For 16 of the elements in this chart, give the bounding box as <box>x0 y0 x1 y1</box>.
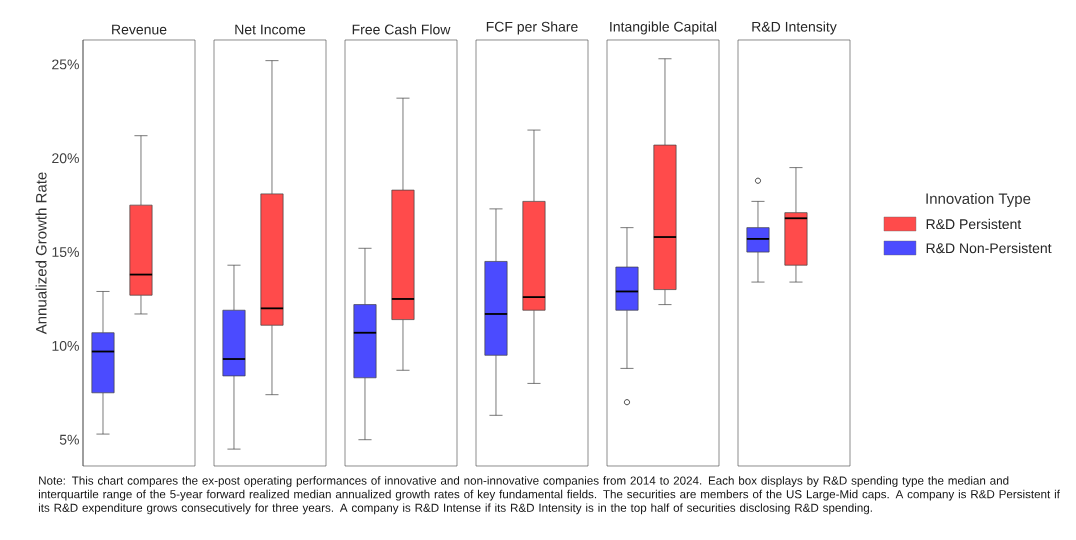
x-tick-label: Net Income <box>235 24 306 35</box>
y-tick-label: 25% <box>52 59 79 70</box>
x-tick-label: FCF per Share <box>486 21 578 35</box>
x-tick-label: Free Cash Flow <box>352 24 451 35</box>
legend-title: Innovation Type <box>926 193 1031 207</box>
y-axis-title: Annualized Growth Rate <box>35 172 47 335</box>
y-tick-label: 15% <box>52 247 79 257</box>
y-tick-label: 20% <box>52 153 79 164</box>
text: Note: This chart compares the ex-post operating performances of innovative and non-innovative companies from 2014 to 2024. Each box displays by R&D spending type the median and interquartile range of the 5-year forward realized median annualized growth rates of key fundamental fields. The securities are members of the US Large-Mid caps. A company is R&D Persistent if its R&D expenditure grows consecutively for three years. A company is R&D Intense if its R&D Intensity is in the top half of securities disclosing R&D spending. <box>38 476 1060 515</box>
x-tick-label: Revenue <box>112 24 167 35</box>
x-tick-label: Intangible Capital <box>610 21 717 35</box>
x-tick-label: R&D Intensity <box>752 21 837 35</box>
y-tick-label: 5% <box>59 434 79 445</box>
legend-label: R&D Persistent <box>926 218 1022 230</box>
y-tick-label: 10% <box>52 340 79 351</box>
legend-label: R&D Non-Persistent <box>926 242 1052 254</box>
